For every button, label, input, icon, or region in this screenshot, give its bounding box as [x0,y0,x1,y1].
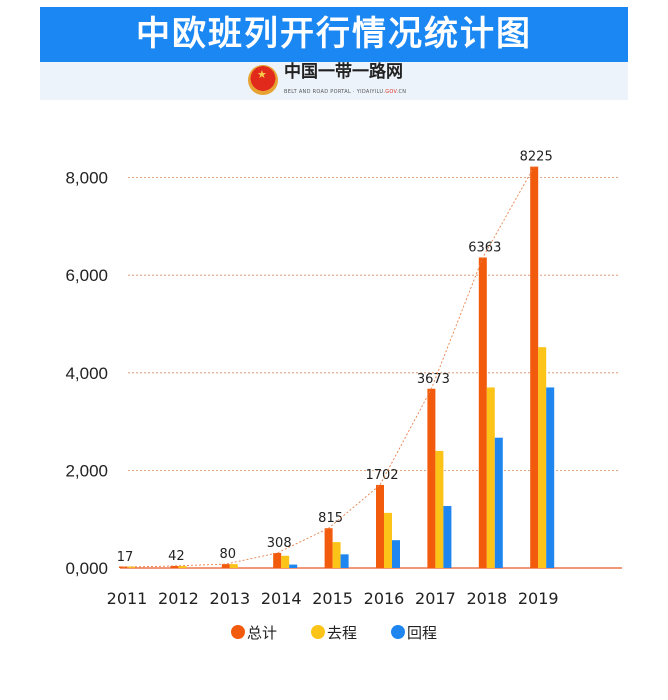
national-emblem-icon [248,65,278,95]
title-banner: 中欧班列开行情况统计图 [40,7,628,62]
x-tick-label: 2016 [364,589,405,608]
bar-去程-2015 [332,542,341,568]
x-tick-label: 2013 [209,589,250,608]
y-tick-label: 6,000 [65,266,108,285]
legend-label: 回程 [407,624,437,642]
x-tick-label: 2018 [466,589,507,608]
chart-title: 中欧班列开行情况统计图 [136,14,532,54]
portal-subtitle: BELT AND ROAD PORTAL · YIDAIYILU.GOV.CN [284,89,407,95]
legend-label: 总计 [247,624,277,642]
bar-回程-2017 [443,506,452,568]
data-label: 1702 [365,468,398,483]
data-label: 42 [168,549,185,564]
portal-name: 中国一带一路网 [284,62,403,82]
bar-总计-2014 [273,552,282,568]
bar-总计-2011 [119,566,127,568]
data-label: 8225 [520,150,553,165]
bar-去程-2014 [281,555,290,568]
bar-回程-2015 [340,554,349,568]
data-label: 17 [117,550,134,565]
trend-line [122,166,535,568]
bar-总计-2017 [427,388,436,568]
data-label: 308 [267,536,292,551]
bar-去程-2017 [435,450,444,568]
bar-回程-2018 [494,437,503,568]
bar-总计-2018 [478,257,487,568]
y-tick-label: 8,000 [65,169,108,188]
bar-去程-2016 [384,512,392,568]
bar-总计-2016 [376,484,384,568]
y-tick-label: 0,000 [65,559,108,578]
bar-回程-2019 [546,387,555,568]
bar-总计-2013 [221,564,230,568]
x-tick-label: 2014 [261,589,302,608]
y-tick-label: 2,000 [65,461,108,480]
x-tick-label: 2011 [107,589,148,608]
data-label: 815 [318,511,343,526]
x-tick-label: 2012 [158,589,199,608]
bar-总计-2012 [170,565,179,568]
x-tick-label: 2017 [415,589,456,608]
y-tick-label: 4,000 [65,364,108,383]
data-label: 6363 [468,240,501,255]
bar-回程-2016 [392,540,400,568]
bar-去程-2019 [538,347,547,568]
bar-总计-2019 [530,166,539,568]
x-tick-label: 2019 [518,589,559,608]
bar-回程-2014 [289,564,298,568]
legend-label: 去程 [327,624,357,642]
data-label: 80 [220,547,237,562]
bar-去程-2018 [486,387,495,568]
legend-marker-回程 [391,625,405,639]
data-label: 3673 [417,372,450,387]
legend-marker-去程 [311,625,325,639]
bar-去程-2013 [229,564,238,568]
legend-marker-总计 [231,625,245,639]
bar-去程-2012 [178,565,187,568]
bar-去程-2011 [127,566,135,568]
portal-banner: 中国一带一路网 BELT AND ROAD PORTAL · YIDAIYILU… [40,62,628,100]
x-tick-label: 2015 [312,589,353,608]
bar-总计-2015 [324,528,333,568]
